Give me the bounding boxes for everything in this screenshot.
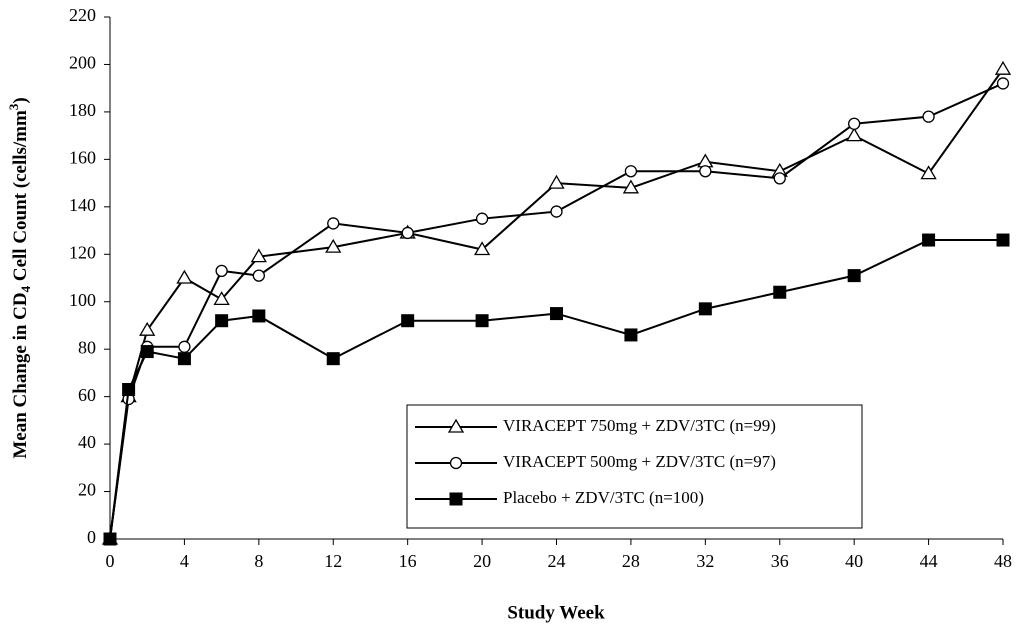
marker: [773, 172, 786, 185]
x-tick-label: 24: [548, 551, 566, 571]
marker: [698, 302, 712, 316]
y-tick-label: 200: [69, 53, 96, 73]
marker: [922, 233, 936, 247]
marker: [473, 241, 491, 256]
marker: [252, 269, 265, 282]
x-tick-label: 28: [622, 551, 640, 571]
x-tick-label: 36: [771, 551, 789, 571]
marker: [213, 291, 230, 306]
marker: [252, 309, 266, 323]
marker: [176, 269, 193, 284]
marker: [697, 153, 714, 168]
marker: [327, 217, 340, 230]
marker: [550, 205, 563, 218]
marker: [848, 117, 861, 130]
y-tick-label: 160: [69, 147, 96, 167]
x-tick-label: 12: [324, 551, 342, 571]
marker: [624, 328, 638, 342]
marker: [475, 212, 489, 225]
legend-label: VIRACEPT 500mg + ZDV/3TC (n=97): [503, 452, 776, 471]
y-tick-label: 0: [87, 527, 96, 547]
marker: [177, 352, 191, 366]
x-tick-label: 0: [106, 551, 115, 571]
x-tick-label: 40: [845, 551, 863, 571]
marker: [622, 179, 640, 194]
marker: [139, 321, 156, 336]
marker: [178, 340, 191, 353]
x-tick-label: 20: [473, 551, 491, 571]
legend-label: Placebo + ZDV/3TC (n=100): [503, 488, 704, 507]
marker: [550, 307, 563, 321]
x-axis-label: Study Week: [507, 602, 605, 623]
marker: [401, 226, 414, 240]
marker: [994, 60, 1012, 75]
series-line: [109, 239, 1003, 540]
marker: [846, 127, 863, 142]
x-tick-label: 4: [180, 551, 189, 571]
marker: [922, 110, 935, 123]
series-line: [109, 68, 1004, 540]
marker: [103, 532, 117, 546]
x-tick-label: 48: [994, 551, 1012, 571]
y-axis-label: Mean Change in CD4 Cell Count (cells/mm3…: [6, 97, 33, 458]
y-tick-label: 180: [69, 100, 96, 120]
y-tick-label: 40: [78, 432, 96, 452]
marker: [401, 314, 415, 328]
marker: [548, 174, 565, 189]
marker: [140, 345, 154, 359]
marker: [624, 165, 638, 178]
series-line: [109, 82, 1004, 540]
x-tick-label: 32: [696, 551, 714, 571]
x-tick-label: 8: [254, 551, 263, 571]
legend-marker: [449, 456, 463, 470]
legend-label: VIRACEPT 750mg + ZDV/3TC (n=99): [503, 416, 776, 435]
marker: [475, 314, 489, 328]
x-tick-label: 44: [920, 551, 938, 571]
y-tick-label: 20: [78, 480, 96, 500]
y-tick-label: 60: [78, 385, 96, 405]
marker: [847, 269, 861, 283]
legend-box: [406, 404, 863, 529]
y-tick-label: 140: [69, 195, 96, 215]
marker: [215, 314, 229, 328]
legend-marker: [447, 418, 465, 433]
marker: [996, 233, 1010, 247]
y-tick-label: 220: [69, 5, 96, 25]
marker: [215, 264, 228, 278]
marker: [920, 165, 937, 180]
y-tick-label: 80: [78, 337, 96, 357]
marker: [325, 238, 342, 253]
legend-marker: [449, 492, 463, 506]
marker: [996, 77, 1010, 90]
marker: [122, 383, 136, 397]
marker: [326, 352, 340, 366]
y-tick-label: 120: [69, 242, 96, 262]
x-tick-label: 16: [399, 551, 417, 571]
y-tick-label: 100: [69, 290, 96, 310]
marker: [699, 165, 712, 178]
marker: [773, 285, 787, 299]
marker: [250, 248, 267, 263]
